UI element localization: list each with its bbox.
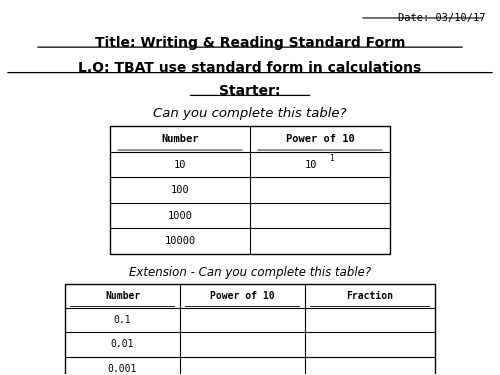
Text: Power of 10: Power of 10 [210, 291, 275, 301]
Text: Title: Writing & Reading Standard Form: Title: Writing & Reading Standard Form [95, 36, 405, 50]
Text: Date: 03/10/17: Date: 03/10/17 [398, 13, 485, 23]
Text: Power of 10: Power of 10 [286, 134, 354, 144]
Bar [65, 284, 435, 375]
Text: 0.001: 0.001 [108, 364, 137, 374]
Text: 1000: 1000 [168, 210, 192, 220]
Text: Fraction: Fraction [346, 291, 394, 301]
Text: Starter:: Starter: [219, 84, 281, 98]
Text: Number: Number [105, 291, 140, 301]
Text: 100: 100 [170, 185, 190, 195]
Text: 10: 10 [305, 160, 318, 170]
Text: 1: 1 [328, 154, 334, 163]
Text: 0.01: 0.01 [111, 339, 134, 350]
Text: Number: Number [161, 134, 199, 144]
Text: Extension - Can you complete this table?: Extension - Can you complete this table? [129, 266, 371, 279]
Text: L.O: TBAT use standard form in calculations: L.O: TBAT use standard form in calculati… [78, 61, 422, 75]
Bar [110, 126, 390, 254]
Text: 10000: 10000 [164, 236, 196, 246]
Text: Can you complete this table?: Can you complete this table? [153, 106, 347, 120]
Text: 10: 10 [174, 160, 186, 170]
Text: 0.1: 0.1 [114, 315, 132, 325]
